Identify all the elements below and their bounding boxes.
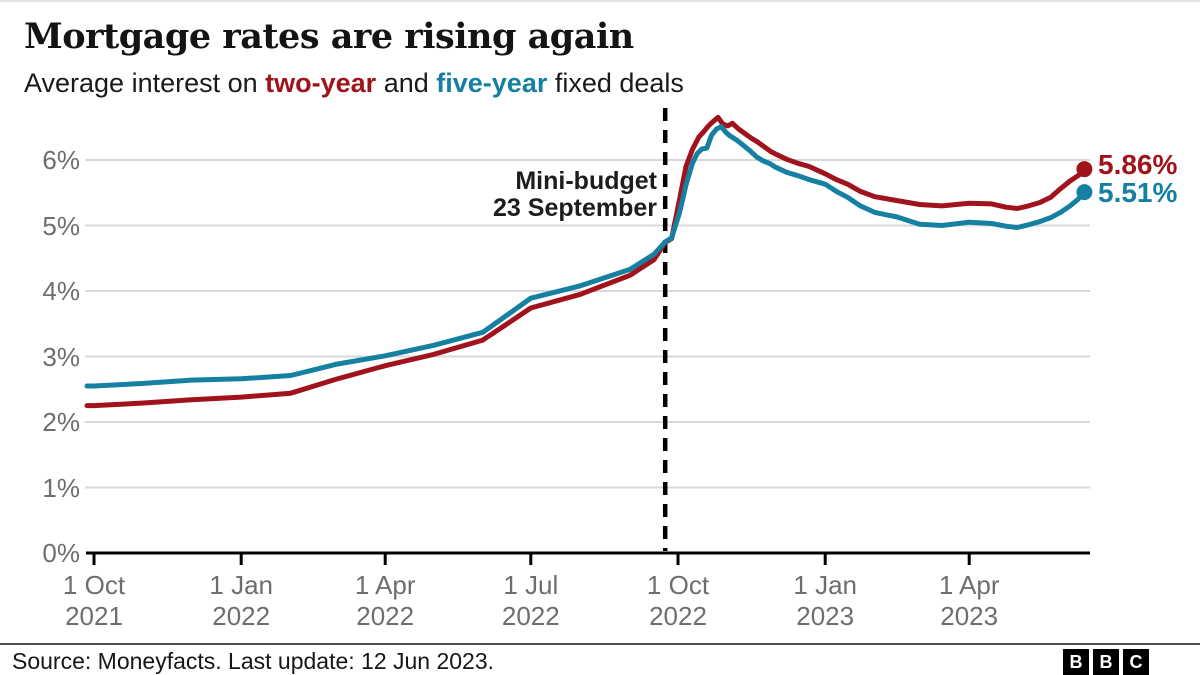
- x-tick-month: 1 Jan: [793, 570, 857, 600]
- bbc-logo: B B C: [1063, 649, 1149, 675]
- x-tick-label-1 Oct-2022: 1 Oct 2022: [647, 570, 709, 632]
- y-tick-label-2%: 2%: [42, 407, 80, 437]
- y-tick-label-6%: 6%: [42, 145, 80, 175]
- series-line-two-year: [84, 114, 1087, 409]
- y-tick-label-3%: 3%: [42, 341, 80, 372]
- series-end-dot-five-year: [1076, 184, 1093, 201]
- x-tick-year: 2022: [356, 601, 415, 631]
- bbc-logo-block-b1: B: [1063, 649, 1089, 675]
- y-tick-label-4%: 4%: [42, 276, 80, 306]
- five-year-end-value: 5.51%: [1098, 177, 1178, 208]
- x-tick-month: 1 Oct: [62, 570, 126, 600]
- x-tick-month: 1 Apr: [354, 570, 416, 600]
- subtitle-text-and: and: [376, 68, 437, 98]
- x-tick-label-1 Oct-2021: 1 Oct 2021: [63, 570, 125, 632]
- x-tick-label-1 Jan-2022: 1 Jan 2022: [209, 570, 273, 632]
- footer-divider: [0, 643, 1200, 645]
- x-tick-month: 1 Jul: [503, 570, 559, 600]
- bbc-logo-block-c: C: [1123, 649, 1149, 675]
- y-tick-label-0%: 0%: [42, 538, 80, 568]
- x-tick-month: 1 Apr: [938, 570, 1000, 600]
- subtitle-text-plain: Average interest on: [24, 68, 266, 98]
- x-tick-year: 2022: [501, 601, 560, 631]
- series-end-dot-two-year: [1076, 161, 1093, 178]
- series-line-five-year: [84, 124, 1087, 389]
- chart-title: Mortgage rates are rising again: [24, 16, 634, 57]
- x-tick-year: 2022: [212, 601, 271, 631]
- bbc-logo-block-b2: B: [1093, 649, 1119, 675]
- chart-subtitle: Average interest on two-year and five-ye…: [24, 68, 684, 99]
- annotation-line-1: Mini-budget: [515, 167, 657, 195]
- x-tick-label-1 Apr-2023: 1 Apr 2023: [939, 570, 1000, 632]
- x-tick-label-1 Jan-2023: 1 Jan 2023: [793, 570, 857, 632]
- annotation-line-2: 23 September: [493, 194, 657, 222]
- y-tick-label-5%: 5%: [42, 210, 80, 241]
- x-tick-month: 1 Jan: [209, 570, 273, 600]
- subtitle-five-year-label: five-year: [436, 68, 548, 98]
- subtitle-text-tail: fixed deals: [547, 68, 684, 98]
- x-tick-month: 1 Oct: [646, 570, 710, 600]
- x-tick-year: 2023: [796, 601, 855, 631]
- source-text: Source: Moneyfacts. Last update: 12 Jun …: [12, 648, 495, 674]
- x-tick-year: 2022: [649, 601, 707, 631]
- x-tick-label-1 Apr-2022: 1 Apr 2022: [355, 570, 416, 632]
- x-tick-year: 2021: [65, 601, 123, 631]
- mini-budget-annotation: Mini-budget 23 September: [493, 168, 657, 222]
- two-year-end-value: 5.86%: [1098, 149, 1178, 180]
- x-tick-label-1 Jul-2022: 1 Jul 2022: [502, 570, 560, 632]
- x-tick-year: 2023: [940, 601, 999, 631]
- y-tick-label-1%: 1%: [42, 472, 80, 503]
- subtitle-two-year-label: two-year: [265, 68, 377, 98]
